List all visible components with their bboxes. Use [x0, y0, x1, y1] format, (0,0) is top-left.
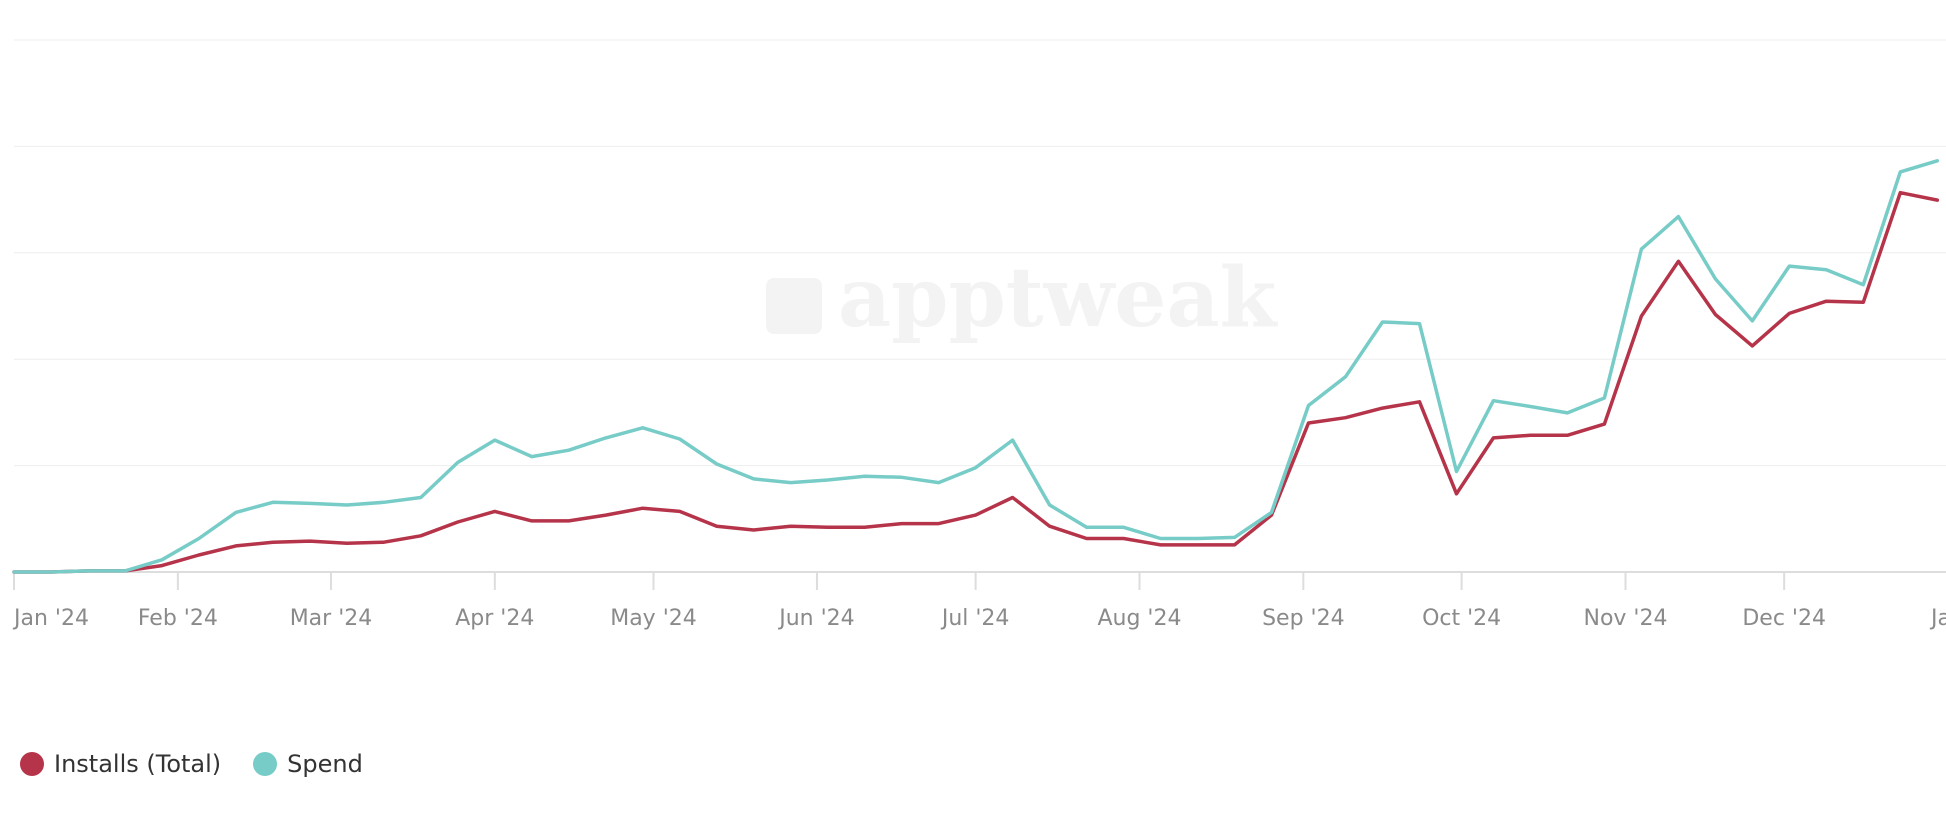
x-tick-label: Aug '24 [1097, 606, 1181, 631]
legend-item-installs[interactable]: Installs (Total) [20, 750, 221, 778]
series-line-installs[interactable] [12, 190, 1940, 574]
x-tick-label: Jan [1929, 606, 1946, 631]
gridlines [14, 39, 1946, 467]
legend-label-installs: Installs (Total) [54, 750, 222, 778]
series-line-spend[interactable] [12, 159, 1940, 574]
x-tick-label: Jan '24 [12, 606, 89, 631]
x-tick-label: Jul '24 [940, 606, 1010, 631]
x-axis: Jan '24 Feb '24 Mar '24 Apr '24 May '24 Jun '… [12, 571, 1946, 631]
series-lines [12, 159, 1940, 574]
x-tick-label: Oct '24 [1422, 606, 1501, 631]
installs-dot-icon [20, 752, 44, 776]
legend: Installs (Total) Spend [20, 750, 363, 778]
spend-dot-icon [253, 752, 278, 776]
x-tick-label: Apr '24 [455, 606, 534, 631]
legend-item-spend[interactable]: Spend [253, 750, 363, 778]
x-tick-label: May '24 [610, 606, 697, 631]
x-tick-label: Sep '24 [1262, 606, 1345, 631]
x-tick-label: Dec '24 [1742, 606, 1826, 631]
x-tick-label: Feb '24 [138, 606, 218, 631]
x-tick-label: Nov '24 [1583, 606, 1667, 631]
watermark-text: apptweak [838, 250, 1279, 346]
watermark-logo-icon [766, 278, 822, 334]
watermark: apptweak [766, 250, 1279, 346]
x-tick-label: Mar '24 [290, 606, 373, 631]
legend-label-spend: Spend [287, 750, 363, 778]
x-tick-label: Jun '24 [777, 606, 854, 631]
